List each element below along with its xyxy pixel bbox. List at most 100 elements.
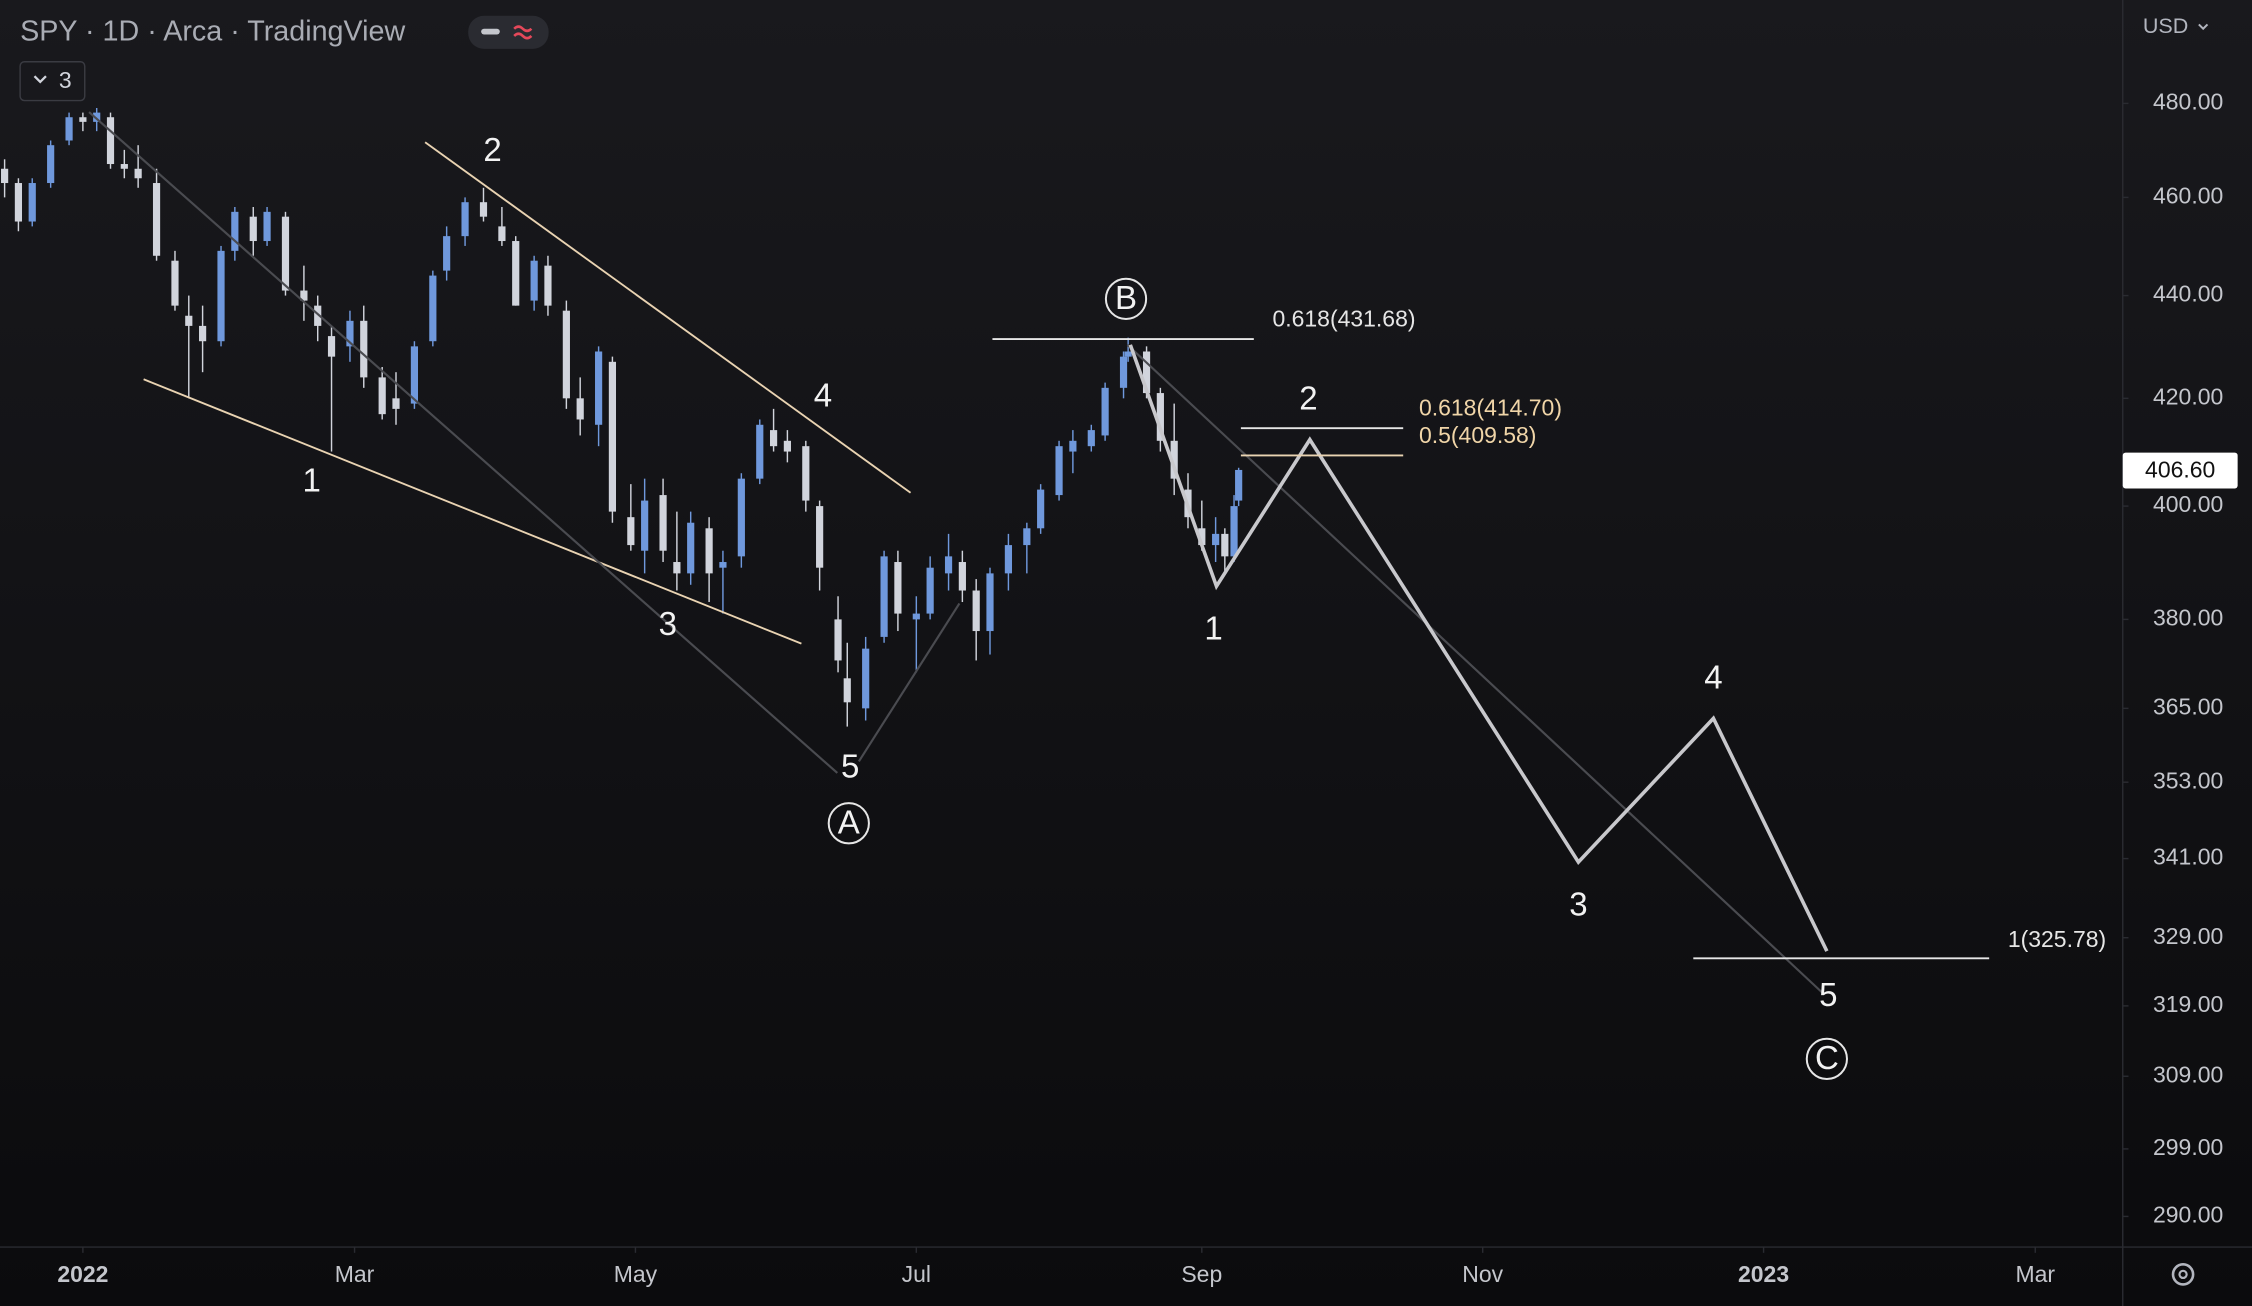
- last-price: 406.60: [2145, 456, 2215, 482]
- candle-body: [461, 202, 469, 237]
- wave-label: 5: [841, 747, 859, 784]
- candle-body: [79, 117, 87, 122]
- wave-circle: [827, 802, 870, 845]
- y-tick-label: 290.00: [2153, 1201, 2223, 1227]
- currency[interactable]: USD: [2143, 14, 2188, 38]
- candle-body: [1221, 533, 1229, 557]
- candle-body: [1055, 446, 1063, 496]
- projection-path: [1128, 344, 1829, 952]
- candle-body: [958, 562, 966, 591]
- y-tick-label: 440.00: [2153, 281, 2223, 307]
- wave-label: 5: [1819, 976, 1837, 1013]
- drawings: 1 2 3 4 5 A B 1 2 3 4 5 C 0.618(431.68) 0.618(414.70)0…: [88, 111, 2106, 1081]
- candle-body: [300, 290, 308, 301]
- candle-body: [47, 145, 55, 184]
- candle-body: [120, 164, 128, 169]
- indicator-count: 3: [59, 67, 72, 93]
- wave-label: 4: [814, 377, 832, 414]
- candle-body: [106, 117, 115, 165]
- candle-body: [14, 183, 23, 222]
- candle-body: [134, 168, 142, 179]
- wave-label: B: [1115, 279, 1137, 316]
- candle-body: [1023, 528, 1031, 546]
- y-tick-label: 309.00: [2153, 1061, 2223, 1087]
- candle-body: [1101, 387, 1109, 436]
- gear-hub: [2178, 1269, 2188, 1280]
- wave-label: C: [1815, 1039, 1839, 1076]
- candle-body: [834, 619, 842, 661]
- wave-label: 2: [483, 131, 501, 168]
- candle-body: [1170, 440, 1178, 479]
- candle-body: [627, 517, 635, 546]
- candle-body: [65, 117, 73, 141]
- candle-body: [576, 398, 584, 420]
- candle-body: [608, 361, 617, 512]
- candle-body: [443, 236, 451, 271]
- candle-body: [783, 440, 791, 452]
- candle-body: [392, 398, 400, 409]
- y-tick-label: 480.00: [2153, 88, 2223, 114]
- x-tick-label: 2022: [57, 1261, 108, 1287]
- wave-label: 3: [1569, 885, 1587, 922]
- candle-body: [562, 310, 570, 399]
- candle-body: [199, 325, 207, 342]
- chart-title: SPY · 1D · Arca · TradingView: [20, 16, 405, 48]
- candle-body: [1235, 469, 1243, 501]
- x-tick-label: Sep: [1181, 1261, 1222, 1287]
- wave-label: A: [838, 803, 860, 840]
- y-tick-label: 365.00: [2153, 693, 2223, 719]
- candle-body: [1119, 356, 1128, 388]
- candle-body: [346, 320, 354, 347]
- candle-body: [719, 562, 727, 568]
- candle-body: [880, 556, 888, 637]
- candle-body: [595, 351, 603, 425]
- x-tick-label: Mar: [2015, 1261, 2055, 1287]
- candle-body: [659, 495, 667, 551]
- candle-body: [217, 250, 225, 342]
- candle-body: [769, 430, 778, 447]
- fib-label: 0.618(431.68): [1272, 305, 1415, 331]
- y-tick-label: 460.00: [2153, 182, 2223, 208]
- last-price-badge: [2122, 452, 2238, 489]
- candle-body: [862, 648, 870, 709]
- candle-body: [816, 506, 824, 568]
- wave-line: [1126, 344, 1825, 996]
- candle-body: [1004, 545, 1013, 574]
- candle-body: [28, 183, 36, 222]
- candle-body: [802, 446, 810, 501]
- y-tick-label: 319.00: [2153, 991, 2223, 1017]
- settings-icon[interactable]: [2171, 1263, 2195, 1286]
- candle-body: [641, 500, 649, 551]
- wave-circle: [1104, 277, 1148, 320]
- indicator-toggle[interactable]: [19, 61, 86, 102]
- candle-body: [263, 211, 271, 242]
- candle-body: [93, 112, 101, 122]
- chevron: [33, 75, 47, 84]
- candle-body: [314, 305, 322, 326]
- candle-body: [1212, 533, 1220, 546]
- candle-body: [972, 590, 980, 632]
- x-tick-label: May: [614, 1261, 658, 1287]
- candle-body: [1142, 351, 1151, 394]
- status-pill[interactable]: [468, 15, 549, 49]
- candle-body: [360, 320, 368, 378]
- candle-body: [705, 528, 713, 574]
- candle-body: [926, 567, 934, 614]
- candle-body: [1156, 393, 1164, 441]
- gear[interactable]: [2171, 1263, 2195, 1286]
- x-tick-label: Nov: [1462, 1261, 1503, 1287]
- chevron: [2198, 23, 2209, 31]
- wave-label: 1: [1204, 609, 1222, 646]
- wave-label: 4: [1704, 658, 1722, 695]
- y-tick-label: 341.00: [2153, 844, 2223, 870]
- candle-body: [185, 315, 193, 326]
- status-dash: [481, 28, 500, 35]
- candle-body: [327, 336, 336, 357]
- y-tick-label: 299.00: [2153, 1134, 2223, 1160]
- wave-line: [857, 602, 961, 763]
- fib-label: 1(325.78): [2008, 926, 2106, 952]
- wave-label: 3: [659, 605, 677, 642]
- fib-label: 0.618(414.70): [1419, 395, 1562, 421]
